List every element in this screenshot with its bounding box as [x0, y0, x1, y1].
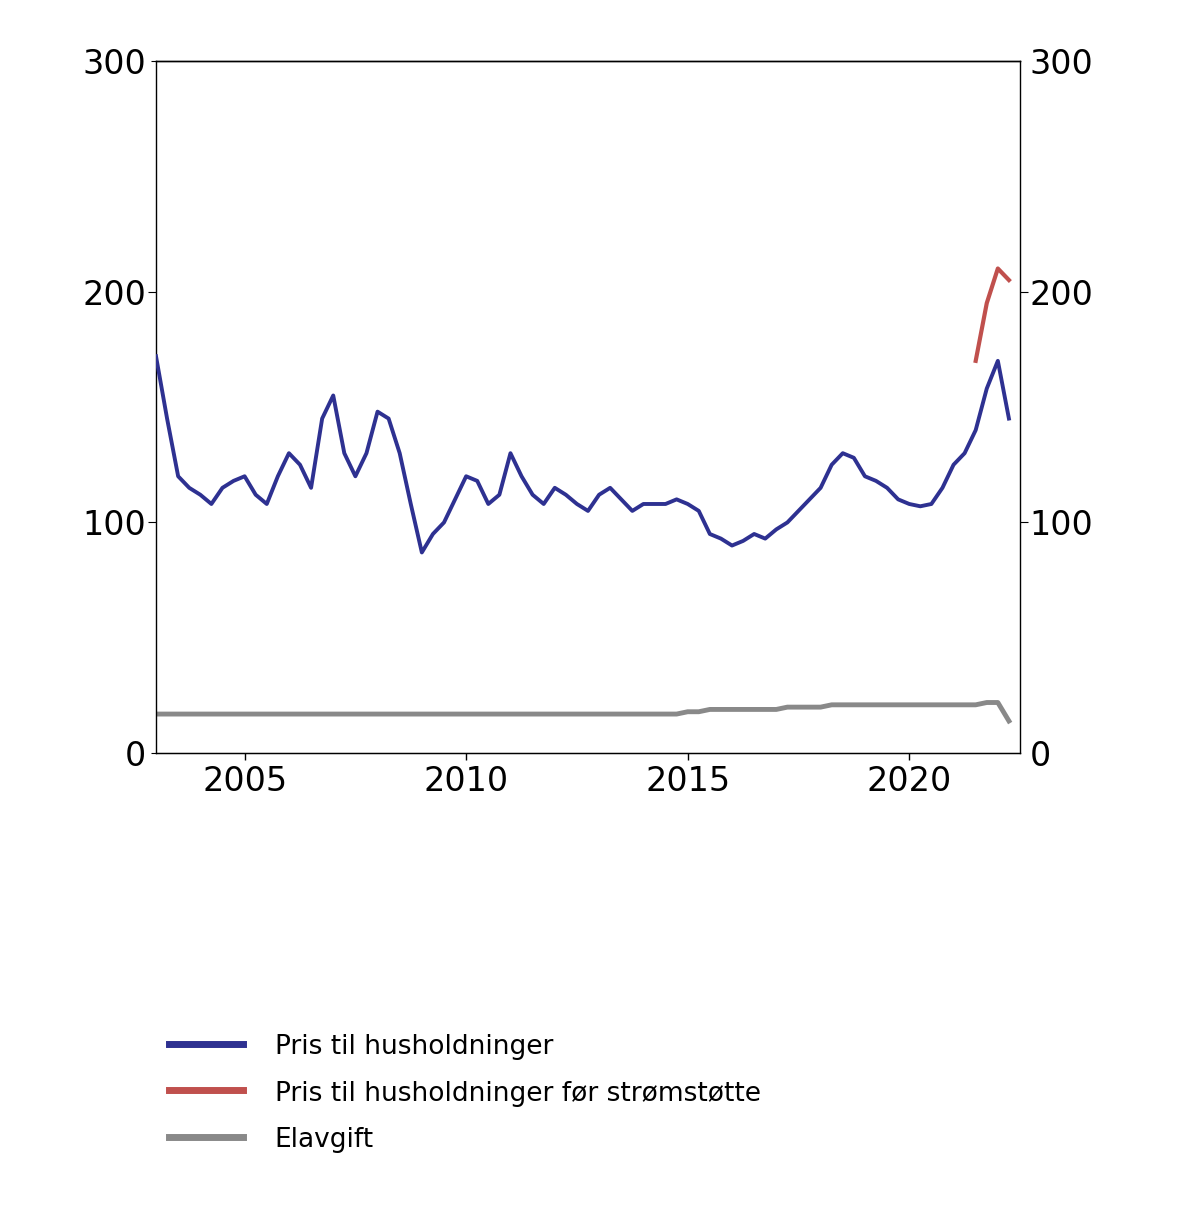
Legend: Pris til husholdninger, Pris til husholdninger før strømstøtte, Elavgift: Pris til husholdninger, Pris til hushold…: [169, 1033, 761, 1153]
